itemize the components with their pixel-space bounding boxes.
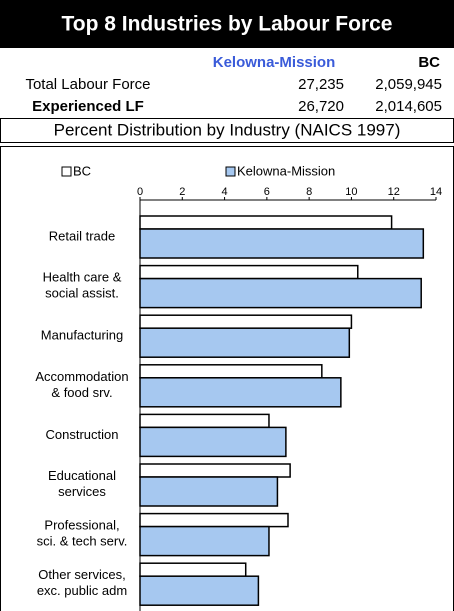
bar: [139, 426, 287, 458]
bar: [139, 463, 291, 478]
x-tick-label: 10: [345, 186, 357, 198]
bar: [139, 277, 422, 309]
bar: [139, 525, 270, 557]
legend-label: Kelowna-Mission: [237, 163, 335, 178]
bar: [139, 512, 289, 528]
category-label: Health care & social assist.: [43, 270, 122, 301]
column-header: Kelowna-Mission: [213, 54, 336, 71]
title-bar: [0, 0, 454, 48]
bar: [139, 264, 359, 280]
title: Top 8 Industries by Labour Force: [62, 13, 393, 36]
category-label: Construction: [46, 427, 119, 442]
bar: [139, 215, 393, 230]
x-tick-label: 2: [179, 186, 185, 198]
bar: [139, 476, 279, 507]
x-tick-label: 6: [264, 186, 270, 198]
column-header: BC: [418, 54, 440, 71]
bar: [139, 314, 353, 329]
bar: [139, 364, 323, 379]
row-label: Experienced LF: [32, 98, 144, 115]
x-tick-label: 14: [430, 186, 442, 198]
row-label: Total Labour Force: [25, 76, 150, 93]
bar: [139, 327, 351, 358]
bar: [139, 377, 342, 408]
bar: [139, 562, 247, 577]
legend-swatch: [61, 166, 72, 177]
cell: 2,059,945: [375, 76, 442, 93]
category-label: Accommodation & food srv.: [35, 369, 128, 400]
legend-label: BC: [73, 163, 91, 178]
x-tick-label: 12: [388, 186, 400, 198]
category-label: Other services, exc. public adm: [37, 568, 127, 599]
bar: [139, 575, 260, 606]
category-label: Manufacturing: [41, 328, 123, 343]
category-label: Professional, sci. & tech serv.: [37, 518, 128, 549]
x-tick-label: 4: [222, 186, 228, 198]
x-tick-label: 0: [137, 186, 143, 198]
cell: 26,720: [298, 98, 344, 115]
category-label: Educational services: [48, 468, 116, 499]
cell: 2,014,605: [375, 98, 442, 115]
category-label: Retail trade: [49, 228, 115, 243]
subtitle: Percent Distribution by Industry (NAICS …: [54, 120, 401, 139]
x-tick-label: 8: [306, 186, 312, 198]
bar: [139, 413, 270, 429]
bar: [139, 228, 425, 259]
legend-swatch: [225, 166, 236, 177]
cell: 27,235: [298, 76, 344, 93]
